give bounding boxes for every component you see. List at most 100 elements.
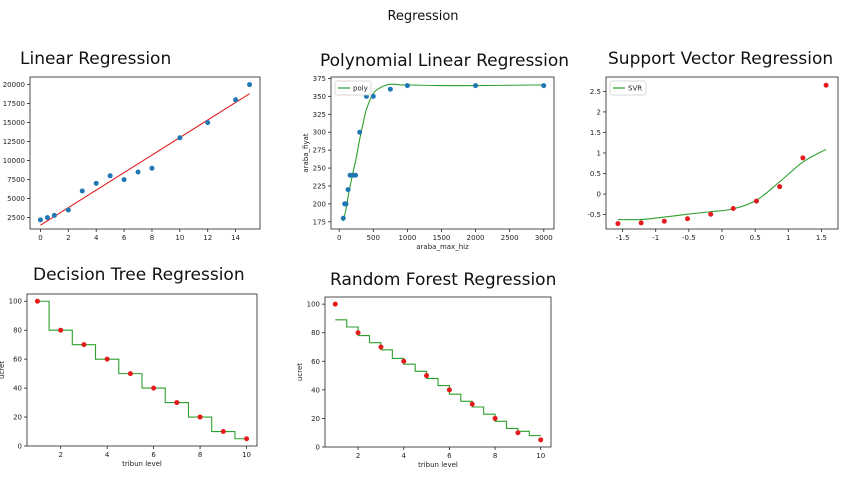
forest-ytick-label: 80 xyxy=(311,329,320,337)
forest-fit-line xyxy=(335,319,541,437)
linear-fit-line xyxy=(40,93,250,226)
linear-chart: 0 2 4 6 8 10 12 14 2500 5000 7500 10000 12500 15000 17… xyxy=(3,76,261,242)
poly-plot-frame xyxy=(330,76,555,230)
poly-chart: 0 500 1000 1500 2000 2500 3000 175 200 225 250 275 3… xyxy=(302,75,555,251)
forest-data-point xyxy=(492,415,498,421)
linear-xtick-label: 6 xyxy=(122,234,127,242)
svr-xtick-label: 1.5 xyxy=(816,234,827,242)
forest-data-point xyxy=(515,430,521,436)
linear-ytick-label: 2500 xyxy=(7,214,25,222)
svr-ytick-label: 2.5 xyxy=(590,88,601,96)
poly-data-point xyxy=(387,86,393,92)
tree-plot-frame xyxy=(26,293,258,447)
poly-xtick-label: 2500 xyxy=(501,234,519,242)
tree-ytick-label: 60 xyxy=(13,356,22,364)
svr-data-point xyxy=(708,211,714,217)
tree-data-point xyxy=(174,400,180,406)
svr-data-point xyxy=(800,155,806,161)
linear-plot-frame xyxy=(29,76,261,230)
poly-data-point xyxy=(340,215,346,221)
svr-xtick-label: -0.5 xyxy=(682,234,696,242)
svr-fit-line xyxy=(617,148,827,221)
poly-data-point xyxy=(404,83,410,89)
poly-xtick-label: 1000 xyxy=(398,234,416,242)
linear-data-point xyxy=(135,169,141,175)
svr-data-point xyxy=(777,184,783,190)
poly-ylabel: araba_fiyat xyxy=(302,133,310,173)
tree-data-point xyxy=(197,414,203,420)
svr-chart: -1.5 -1 -0.5 0 0.5 1 1.5 -0.5 0 0.5 1 1.5 2 2.5 SVR xyxy=(587,76,839,242)
svr-ytick-label: -0.5 xyxy=(587,211,601,219)
forest-xtick-label: 6 xyxy=(447,452,452,460)
forest-xlabel: tribun level xyxy=(418,461,458,469)
forest-ylabel: ucret xyxy=(296,363,304,381)
svr-data-point xyxy=(661,218,667,224)
forest-xtick-label: 10 xyxy=(536,452,545,460)
poly-data-point xyxy=(370,93,376,99)
forest-data-point xyxy=(355,330,361,336)
linear-data-point xyxy=(51,212,57,218)
tree-ytick-label: 100 xyxy=(9,298,22,306)
forest-data-point xyxy=(469,401,475,407)
forest-data-point xyxy=(378,344,384,350)
poly-title: Polynomial Linear Regression xyxy=(320,51,570,71)
forest-plot-frame xyxy=(324,296,552,448)
svr-legend-label: SVR xyxy=(628,85,642,93)
forest-xtick-label: 4 xyxy=(402,452,407,460)
linear-ytick-label: 5000 xyxy=(7,195,25,203)
forest-xtick-label: 8 xyxy=(493,452,497,460)
poly-xtick-label: 1500 xyxy=(433,234,451,242)
forest-ytick-label: 20 xyxy=(311,415,320,423)
poly-xtick-label: 3000 xyxy=(535,234,553,242)
page-title: Regression xyxy=(387,9,459,24)
svr-xtick-label: -1 xyxy=(652,234,659,242)
linear-xtick-label: 8 xyxy=(150,234,154,242)
linear-xtick-label: 14 xyxy=(231,234,240,242)
svr-data-point xyxy=(823,82,829,88)
tree-data-point xyxy=(81,342,87,348)
poly-legend-label: poly xyxy=(353,85,368,93)
svr-data-point xyxy=(753,198,759,204)
svr-ytick-label: 1 xyxy=(597,150,601,158)
linear-data-point xyxy=(121,177,127,183)
tree-title: Decision Tree Regression xyxy=(33,265,245,285)
poly-data-point xyxy=(541,83,547,89)
tree-xtick-label: 8 xyxy=(198,451,202,459)
linear-title: Linear Regression xyxy=(20,49,172,69)
linear-ytick-label: 12500 xyxy=(3,138,25,146)
tree-ylabel: ucret xyxy=(0,361,6,379)
forest-ytick-label: 40 xyxy=(311,386,320,394)
forest-ytick-label: 60 xyxy=(311,358,320,366)
svr-data-point xyxy=(615,221,621,227)
forest-data-point xyxy=(446,387,452,393)
tree-data-point xyxy=(127,371,133,377)
tree-ytick-label: 80 xyxy=(13,327,22,335)
svr-legend-box xyxy=(609,80,647,96)
svr-data-point xyxy=(685,216,691,222)
linear-data-point xyxy=(79,188,85,194)
svr-xtick-label: 1 xyxy=(786,234,790,242)
poly-ytick-label: 175 xyxy=(313,218,326,226)
tree-xtick-label: 10 xyxy=(242,451,251,459)
tree-xtick-label: 4 xyxy=(105,451,110,459)
poly-ytick-label: 250 xyxy=(313,165,326,173)
linear-xtick-label: 0 xyxy=(38,234,42,242)
tree-ytick-label: 20 xyxy=(13,414,22,422)
tree-ytick-label: 40 xyxy=(13,385,22,393)
linear-data-point xyxy=(177,135,183,141)
linear-data-point xyxy=(205,120,211,126)
linear-xtick-label: 4 xyxy=(94,234,99,242)
poly-data-point xyxy=(357,129,363,135)
linear-data-point xyxy=(107,173,113,179)
linear-data-point xyxy=(37,217,43,223)
forest-data-point xyxy=(538,437,544,443)
poly-ytick-label: 350 xyxy=(313,93,326,101)
linear-data-point xyxy=(65,207,71,213)
linear-data-point xyxy=(44,215,50,221)
tree-data-point xyxy=(34,298,40,304)
linear-ytick-label: 15000 xyxy=(3,119,25,127)
tree-xtick-label: 6 xyxy=(151,451,156,459)
svr-plot-frame xyxy=(605,76,839,230)
